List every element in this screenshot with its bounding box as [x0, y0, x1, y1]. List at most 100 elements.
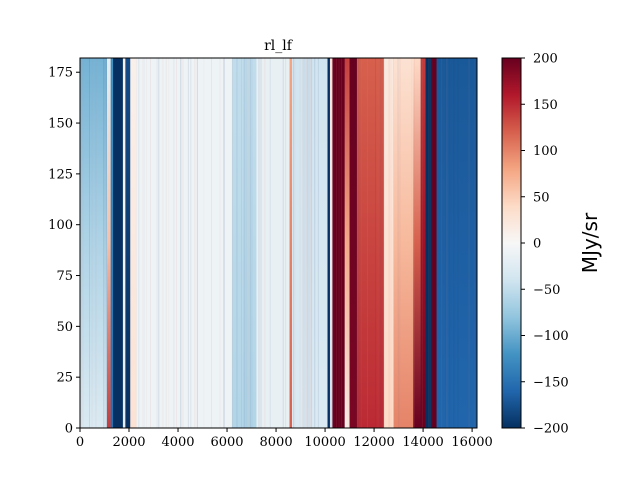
heatmap-stripe [450, 58, 452, 428]
heatmap-stripe [159, 58, 160, 428]
heatmap-stripe [219, 58, 220, 428]
heatmap-stripe [457, 58, 458, 428]
heatmap-stripe [82, 58, 84, 428]
heatmap-stripe [285, 58, 287, 428]
heatmap-band [130, 58, 137, 428]
heatmap-stripe [397, 58, 398, 428]
heatmap-band [113, 58, 124, 428]
heatmap-stripe [120, 58, 121, 428]
heatmap-band [289, 58, 293, 428]
x-tick-label: 14000 [402, 435, 443, 450]
heatmap-stripe [135, 58, 137, 428]
heatmap-stripe [390, 58, 392, 428]
colorbar-tick-label: −150 [533, 375, 569, 390]
heatmap-stripe [104, 58, 106, 428]
heatmap-band [110, 58, 114, 428]
heatmap-stripe [264, 58, 266, 428]
heatmap-stripe [181, 58, 183, 428]
y-tick-label: 125 [48, 167, 73, 182]
heatmap-band [329, 58, 333, 428]
heatmap-stripe [388, 58, 389, 428]
heatmap-stripe [468, 58, 470, 428]
heatmap-band [231, 58, 257, 428]
colorbar-tick-label: 150 [533, 98, 558, 113]
heatmap-band [393, 58, 414, 428]
colorbar-tick-label: 100 [533, 144, 558, 159]
heatmap-bands [80, 58, 477, 428]
heatmap-band [436, 58, 477, 428]
heatmap-stripe [81, 58, 82, 428]
heatmap-stripe [420, 58, 422, 428]
heatmap-stripe [293, 58, 294, 428]
chart-title: rl_lf [264, 38, 294, 54]
heatmap-stripe [237, 58, 238, 428]
x-tick-label: 10000 [304, 435, 345, 450]
heatmap-stripe [158, 58, 159, 428]
heatmap-stripe [232, 58, 233, 428]
colorbar-tick-label: 200 [533, 52, 558, 67]
heatmap-stripe [384, 58, 385, 428]
heatmap-band [332, 58, 346, 428]
heatmap-stripe [329, 58, 331, 428]
heatmap-stripe [421, 58, 423, 428]
heatmap-band [106, 58, 112, 428]
heatmap-stripe [259, 58, 261, 428]
heatmap-band [125, 58, 131, 428]
heatmap-stripe [294, 58, 296, 428]
heatmap-stripe [328, 58, 329, 428]
heatmap-stripe [310, 58, 311, 428]
heatmap-stripe [393, 58, 394, 428]
heatmap-stripe [299, 58, 301, 428]
heatmap-stripe [317, 58, 319, 428]
x-tick-label: 12000 [353, 435, 394, 450]
heatmap-band [349, 58, 358, 428]
heatmap-stripe [223, 58, 224, 428]
heatmap-stripe [375, 58, 376, 428]
heatmap-stripe [341, 58, 342, 428]
heatmap-stripe [389, 58, 391, 428]
heatmap-stripe [245, 58, 246, 428]
colorbar-tick-label: 50 [533, 190, 550, 205]
y-tick-label: 25 [56, 371, 73, 386]
colorbar-tick-label: 0 [533, 237, 541, 252]
heatmap-band [420, 58, 426, 428]
heatmap-stripe [308, 58, 310, 428]
x-tick-label: 2000 [112, 435, 145, 450]
heatmap-stripe [453, 58, 454, 428]
heatmap-stripe [142, 58, 144, 428]
heatmap-band [80, 58, 108, 428]
heatmap-band [431, 58, 437, 428]
heatmap-stripe [224, 58, 225, 428]
heatmap-stripe [398, 58, 400, 428]
heatmap-stripe [220, 58, 222, 428]
colorbar-axis: 200 150 100 50 0 −50 −100 −150 −200 [521, 52, 569, 437]
heatmap-stripe [246, 58, 248, 428]
heatmap-band [136, 58, 233, 428]
colorbar-tick-label: −200 [533, 422, 569, 437]
heatmap-stripe [429, 58, 431, 428]
heatmap-stripe [304, 58, 306, 428]
heatmap-stripe [399, 58, 401, 428]
heatmap-stripe [441, 58, 443, 428]
heatmap-stripe [315, 58, 316, 428]
heatmap-stripe [377, 58, 379, 428]
heatmap-stripe [445, 58, 446, 428]
heatmap-stripe [338, 58, 340, 428]
heatmap-stripe [303, 58, 305, 428]
heatmap-stripe [89, 58, 90, 428]
x-tick-label: 4000 [161, 435, 194, 450]
heatmap-band [256, 58, 290, 428]
heatmap-band [356, 58, 385, 428]
heatmap-stripe [197, 58, 198, 428]
y-tick-label: 100 [48, 218, 73, 233]
heatmap-band [344, 58, 350, 428]
heatmap-stripe [165, 58, 167, 428]
heatmap-stripe [458, 58, 459, 428]
heatmap-stripe [211, 58, 212, 428]
heatmap-stripe [176, 58, 177, 428]
x-tick-label: 8000 [260, 435, 293, 450]
heatmap-stripe [103, 58, 105, 428]
heatmap-stripe [411, 58, 413, 428]
heatmap-band [383, 58, 395, 428]
